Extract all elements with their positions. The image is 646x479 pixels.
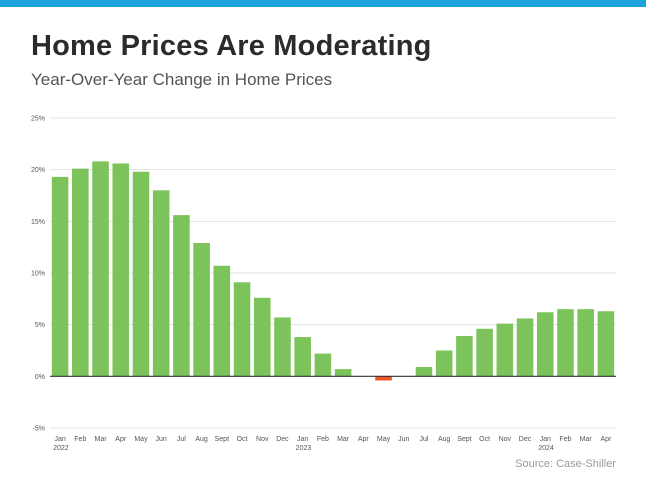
x-tick-label: Oct [237, 436, 248, 443]
x-tick-label: Jan [54, 436, 65, 443]
bar [496, 323, 514, 377]
bar [375, 376, 392, 381]
bar [274, 317, 291, 377]
x-tick-label: Aug [438, 436, 451, 443]
x-tick-label: Feb [559, 436, 571, 443]
bar [253, 297, 271, 377]
bar [233, 282, 251, 377]
bar [213, 265, 231, 377]
x-tick-label: Jul [177, 436, 186, 443]
x-tick-label: Aug [195, 436, 208, 443]
x-tick-label: Jun [156, 436, 167, 443]
top-accent-bar [0, 0, 646, 7]
bar [314, 353, 332, 377]
x-tick-label: Nov [499, 436, 512, 443]
bar [577, 309, 594, 377]
x-tick-label: Jan [297, 436, 308, 443]
bar [152, 190, 170, 377]
bar [51, 176, 69, 377]
x-tick-label: Jan [540, 436, 551, 443]
x-tick-label: Jun [398, 436, 409, 443]
x-tick-label: Mar [337, 436, 350, 443]
y-tick-label: 5% [35, 322, 45, 329]
bar [415, 367, 433, 377]
bar [92, 161, 109, 377]
bar [456, 336, 473, 377]
y-tick-label: -5% [33, 426, 45, 433]
x-tick-label: Oct [479, 436, 490, 443]
x-tick-label: May [377, 436, 391, 443]
bar [557, 309, 574, 377]
bar [72, 168, 89, 377]
x-year-label: 2022 [53, 445, 69, 452]
y-tick-label: 20% [31, 167, 45, 174]
bar [112, 163, 130, 377]
bar [294, 337, 311, 377]
x-tick-label: Feb [317, 436, 329, 443]
bar [597, 311, 615, 377]
x-tick-label: Apr [115, 436, 127, 443]
x-tick-label: Dec [276, 436, 289, 443]
x-tick-label: Jul [419, 436, 428, 443]
x-tick-label: May [134, 436, 148, 443]
x-tick-label: Nov [256, 436, 269, 443]
y-tick-label: 0% [35, 374, 45, 381]
bar [516, 318, 534, 377]
x-tick-label: Mar [95, 436, 108, 443]
bar [435, 350, 453, 377]
x-tick-label: Feb [74, 436, 86, 443]
bar [536, 312, 554, 377]
x-year-label: 2023 [296, 445, 312, 452]
y-tick-label: 25% [31, 116, 45, 123]
chart-subtitle: Year-Over-Year Change in Home Prices [31, 70, 333, 89]
x-tick-label: Dec [519, 436, 532, 443]
bar [193, 243, 210, 377]
x-tick-label: Apr [358, 436, 370, 443]
x-tick-label: Sept [215, 436, 229, 443]
bar [173, 215, 190, 377]
chart-title: Home Prices Are Moderating [31, 30, 432, 62]
bar [132, 171, 150, 377]
x-tick-label: Sept [457, 436, 471, 443]
x-year-label: 2024 [538, 445, 554, 452]
y-tick-label: 10% [31, 271, 45, 278]
source-note: Source: Case-Shiller [515, 458, 616, 470]
x-tick-label: Mar [580, 436, 593, 443]
x-tick-label: Apr [600, 436, 612, 443]
bar [476, 328, 493, 377]
y-tick-label: 15% [31, 219, 45, 226]
bar [334, 369, 352, 377]
